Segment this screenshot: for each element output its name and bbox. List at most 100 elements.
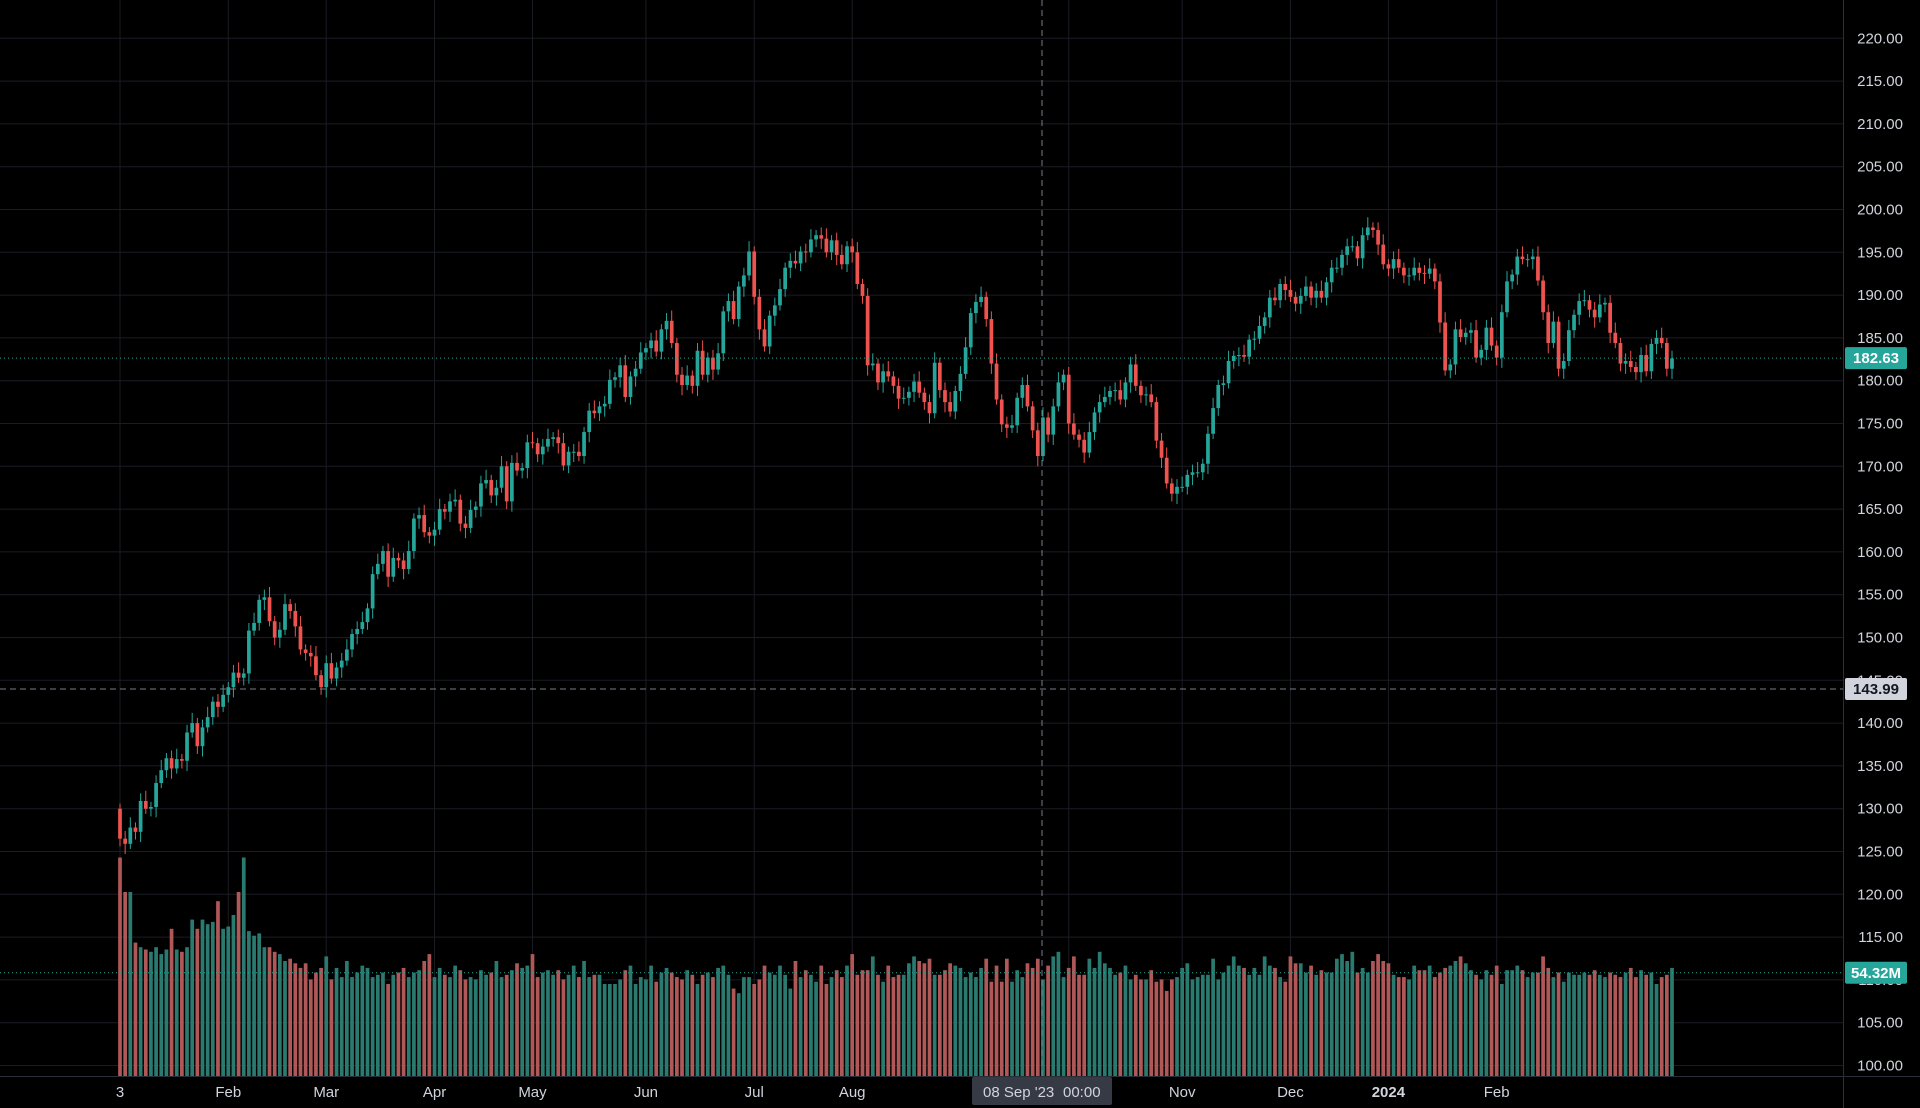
volume-bar bbox=[891, 977, 896, 1076]
candle-body bbox=[1489, 327, 1494, 346]
volume-bar bbox=[1360, 967, 1365, 1076]
volume-bar bbox=[247, 931, 251, 1076]
volume-bar bbox=[1061, 977, 1066, 1076]
volume-bar bbox=[1587, 974, 1592, 1076]
volume-bar bbox=[716, 967, 720, 1076]
candle-body bbox=[226, 687, 231, 695]
volume-bar bbox=[370, 977, 375, 1076]
volume-bar bbox=[1334, 958, 1339, 1076]
time-tick-label: Feb bbox=[1484, 1084, 1510, 1101]
candle-body bbox=[1536, 256, 1540, 281]
candle-body bbox=[149, 806, 153, 809]
volume-bar bbox=[623, 970, 628, 1076]
candle-body bbox=[948, 402, 952, 412]
price-axis[interactable]: 220.00 215.00 210.00 205.00 200.00 195.00 190.… bbox=[1857, 30, 1903, 1074]
volume-bar bbox=[1309, 965, 1313, 1076]
candle-body bbox=[680, 374, 684, 385]
volume-bar bbox=[1252, 967, 1257, 1076]
candle-body bbox=[582, 432, 586, 457]
candle-body bbox=[762, 329, 767, 347]
candle-body bbox=[1329, 267, 1334, 283]
candle-body bbox=[458, 499, 463, 524]
price-tick-label: 120.00 bbox=[1857, 886, 1903, 903]
time-axis[interactable]: 3FebMarAprMayJunJulAugOctNovDec2024Feb bbox=[116, 1084, 1510, 1101]
candle-body bbox=[937, 362, 942, 391]
price-tick-label: 135.00 bbox=[1857, 758, 1903, 775]
candle-body bbox=[953, 390, 958, 412]
candle-body bbox=[205, 717, 210, 728]
time-tick-label: 2024 bbox=[1372, 1084, 1406, 1101]
volume-bar bbox=[546, 970, 550, 1076]
volume-bar bbox=[1108, 967, 1112, 1076]
candle-body bbox=[118, 808, 122, 839]
candle-body bbox=[334, 667, 339, 679]
volume-bar bbox=[602, 984, 607, 1076]
volume-bar bbox=[1221, 972, 1226, 1076]
candle-body bbox=[1360, 235, 1365, 259]
candle-body bbox=[731, 301, 736, 320]
candle-body bbox=[834, 240, 839, 255]
candle-body bbox=[216, 701, 220, 707]
volume-bar bbox=[999, 981, 1004, 1076]
volume-bar bbox=[241, 857, 246, 1076]
candle-body bbox=[845, 246, 849, 265]
volume-bar bbox=[1402, 977, 1406, 1076]
volume-bar bbox=[577, 977, 581, 1076]
volume-bar bbox=[535, 977, 540, 1076]
candle-body bbox=[602, 403, 607, 407]
candle-body bbox=[1046, 417, 1050, 435]
candle-body bbox=[901, 397, 906, 399]
candle-body bbox=[860, 283, 865, 296]
volume-bar bbox=[700, 974, 705, 1076]
candle-body bbox=[484, 479, 488, 484]
candle-body bbox=[1350, 246, 1355, 248]
candle-body bbox=[1659, 337, 1664, 344]
volume-bar bbox=[675, 977, 679, 1076]
volume-bar bbox=[1577, 974, 1582, 1076]
candle-body bbox=[1592, 309, 1597, 318]
candle-body bbox=[711, 357, 715, 370]
candle-body bbox=[963, 347, 968, 374]
volume-bar bbox=[1139, 979, 1143, 1076]
volume-bar bbox=[1056, 951, 1061, 1076]
candle-body bbox=[1216, 384, 1221, 409]
candle-body bbox=[705, 357, 710, 375]
volume-bar bbox=[1113, 974, 1117, 1076]
candle-body bbox=[1035, 430, 1040, 457]
volume-bar bbox=[974, 977, 978, 1076]
volume-bar bbox=[803, 970, 808, 1076]
volume-bar bbox=[412, 972, 416, 1076]
volume-bar bbox=[566, 974, 571, 1076]
volume-bar bbox=[448, 977, 452, 1076]
candle-body bbox=[210, 701, 215, 718]
candle-body bbox=[1427, 268, 1432, 274]
volume-bar bbox=[1329, 972, 1334, 1076]
candle-body bbox=[1056, 382, 1061, 407]
candle-body bbox=[185, 732, 189, 761]
volume-bar bbox=[468, 977, 473, 1076]
candle-body bbox=[979, 296, 983, 302]
candle-body bbox=[1262, 317, 1267, 326]
volume-bar bbox=[1582, 972, 1587, 1076]
volume-bar bbox=[314, 972, 318, 1076]
candle-body bbox=[1020, 384, 1025, 398]
candle-body bbox=[1530, 256, 1535, 260]
volume-bar bbox=[1216, 979, 1221, 1076]
candle-body bbox=[1608, 302, 1612, 333]
candle-body bbox=[638, 352, 643, 369]
volume-bar bbox=[587, 977, 592, 1076]
volume-bar bbox=[128, 892, 133, 1076]
volume-bar bbox=[386, 984, 390, 1076]
candle-body bbox=[1628, 361, 1633, 368]
volume-bar bbox=[757, 979, 762, 1076]
volume-bar bbox=[1499, 984, 1504, 1076]
volume-bar bbox=[1144, 979, 1148, 1076]
candle-body bbox=[143, 800, 148, 809]
candle-body bbox=[1345, 246, 1350, 255]
time-tick-label: Jun bbox=[634, 1084, 658, 1101]
candle-body bbox=[1623, 361, 1628, 364]
volume-bar bbox=[1035, 958, 1040, 1076]
